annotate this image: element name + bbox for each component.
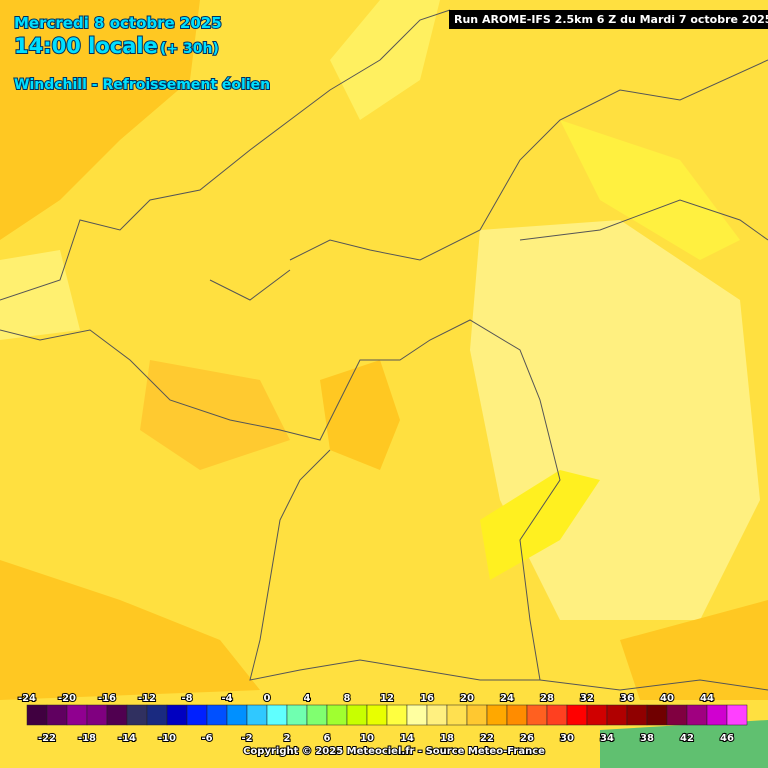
legend-label: 46: [720, 733, 734, 744]
legend-swatch: [546, 704, 568, 726]
legend-label: 18: [440, 733, 454, 744]
legend-swatch: [726, 704, 748, 726]
legend-label: 40: [660, 693, 674, 704]
legend-label: -6: [201, 733, 212, 744]
legend-label: -2: [241, 733, 252, 744]
legend-label: 44: [700, 693, 714, 704]
legend-label: 42: [680, 733, 694, 744]
date: Mercredi 8 octobre 2025: [14, 14, 222, 32]
legend-swatch: [586, 704, 608, 726]
legend-label: 36: [620, 693, 634, 704]
run-box: [449, 10, 768, 29]
color-legend: -24-22-20-18-16-14-12-10-8-6-4-202468101…: [17, 692, 748, 745]
legend-swatch: [506, 704, 528, 726]
legend-label: 2: [284, 733, 291, 744]
legend-swatch: [106, 704, 128, 726]
legend-label: 4: [304, 693, 311, 704]
legend-swatch: [86, 704, 108, 726]
legend-swatch: [146, 704, 168, 726]
legend-label: 6: [324, 733, 331, 744]
legend-label: 14: [400, 733, 414, 744]
copyright: Copyright © 2025 Meteociel.fr - Source M…: [243, 746, 545, 757]
legend-swatch: [666, 704, 688, 726]
legend-swatch: [466, 704, 488, 726]
legend-swatch: [426, 704, 448, 726]
legend-label: 22: [480, 733, 494, 744]
legend-swatch: [366, 704, 388, 726]
legend-swatch: [706, 704, 728, 726]
legend-label: -18: [78, 733, 96, 744]
legend-label: 34: [600, 733, 614, 744]
legend-swatch: [406, 704, 428, 726]
legend-swatch: [246, 704, 268, 726]
legend-swatch: [646, 704, 668, 726]
legend-label: 8: [344, 693, 351, 704]
legend-swatch: [566, 704, 588, 726]
legend-label: -12: [138, 693, 156, 704]
legend-label: 10: [360, 733, 374, 744]
legend-label: -4: [221, 693, 232, 704]
legend-swatch: [526, 704, 548, 726]
legend-swatch: [46, 704, 68, 726]
legend-swatch: [346, 704, 368, 726]
time: 14:00 locale: [14, 34, 158, 58]
legend-label: -10: [158, 733, 176, 744]
legend-swatch: [626, 704, 648, 726]
legend-label: -20: [58, 693, 76, 704]
legend-swatch: [386, 704, 408, 726]
legend-swatch: [446, 704, 468, 726]
parameter: Windchill - Refroissement éolien: [14, 77, 270, 93]
legend-swatch: [266, 704, 288, 726]
legend-swatch: [606, 704, 628, 726]
legend-swatch: [26, 704, 48, 726]
legend-label: 38: [640, 733, 654, 744]
legend-label: 0: [264, 693, 271, 704]
run-info: Run AROME-IFS 2.5km 6 Z du Mardi 7 octob…: [454, 13, 768, 26]
legend-swatch: [686, 704, 708, 726]
legend-swatch: [226, 704, 248, 726]
legend-label: 20: [460, 693, 474, 704]
legend-label: 32: [580, 693, 594, 704]
legend-swatch: [326, 704, 348, 726]
lead: (+ 30h): [160, 41, 219, 57]
legend-label: 26: [520, 733, 534, 744]
legend-swatch: [206, 704, 228, 726]
legend-swatch: [166, 704, 188, 726]
legend-swatch: [66, 704, 88, 726]
legend-swatch: [126, 704, 148, 726]
legend-label: -22: [38, 733, 56, 744]
legend-label: -16: [98, 693, 116, 704]
legend-label: 16: [420, 693, 434, 704]
legend-label: 30: [560, 733, 574, 744]
legend-label: -14: [118, 733, 136, 744]
legend-label: -8: [181, 693, 192, 704]
legend-label: 12: [380, 693, 394, 704]
borders: [0, 9, 768, 691]
legend-swatch: [486, 704, 508, 726]
legend-swatch: [186, 704, 208, 726]
legend-label: 28: [540, 693, 554, 704]
legend-label: 24: [500, 693, 514, 704]
legend-label: -24: [18, 693, 36, 704]
legend-swatch: [306, 704, 328, 726]
legend-swatch: [286, 704, 308, 726]
